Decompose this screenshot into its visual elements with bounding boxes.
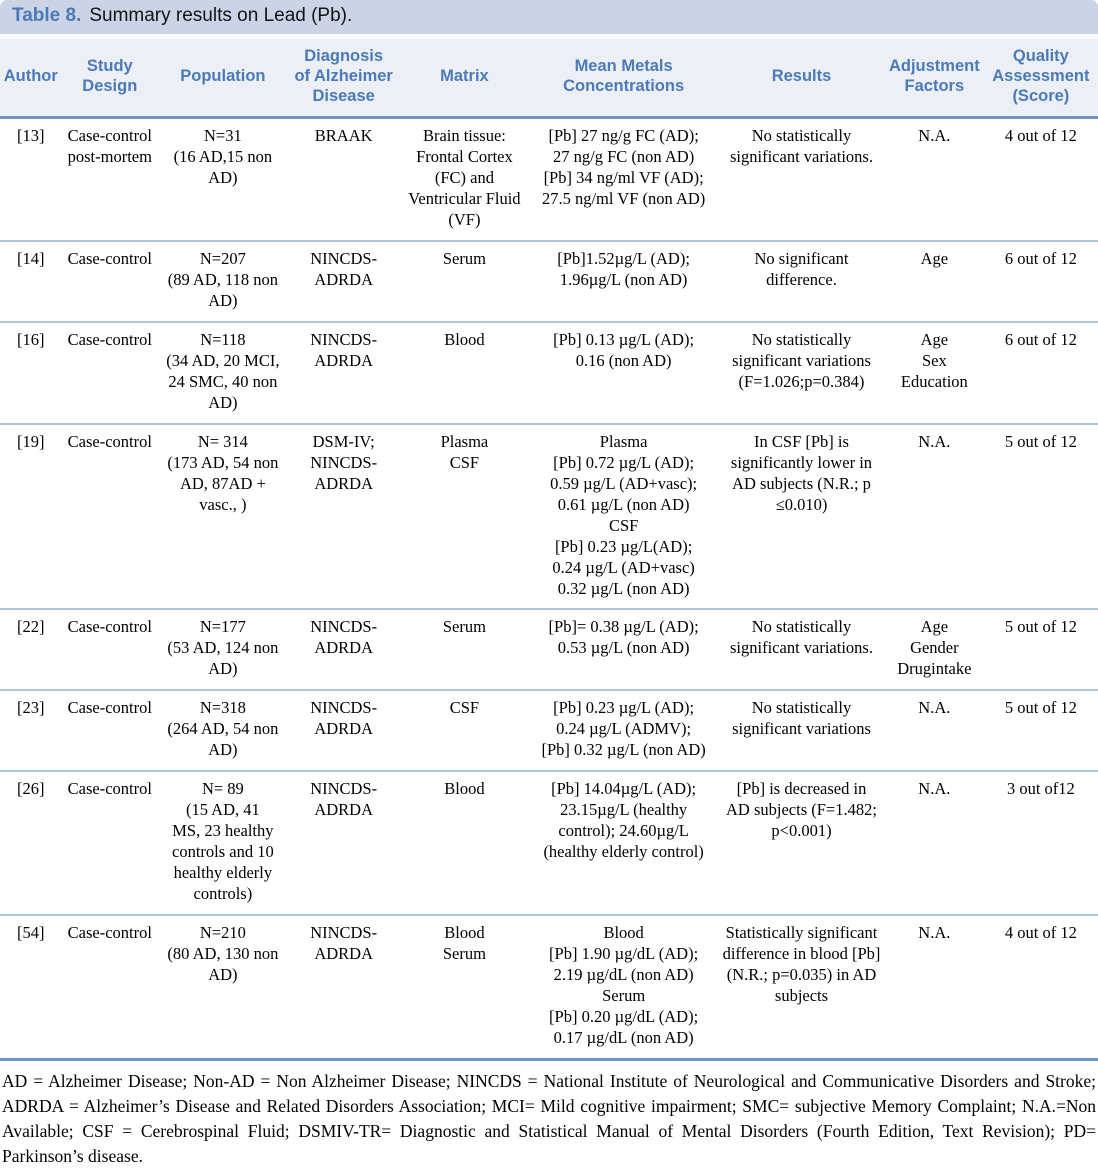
table-row: [13] Case-control post-mortem N=31 (16 A… [0, 117, 1098, 243]
cell-concentrations: [Pb] 14.04µg/L (AD); 23.15µg/L (healthy … [529, 771, 719, 916]
cell-author: [16] [0, 322, 62, 425]
header-row: Author Study Design Population Diagnosis… [0, 39, 1098, 120]
column-header-concentrations: Mean Metals Concentrations [529, 39, 719, 120]
cell-author: [14] [0, 241, 62, 324]
cell-study-design: Case-control [61, 322, 159, 425]
table-body: [13] Case-control post-mortem N=31 (16 A… [0, 117, 1098, 1061]
column-header-matrix: Matrix [399, 39, 530, 120]
column-header-results: Results [718, 39, 885, 120]
cell-population: N= 89 (15 AD, 41 MS, 23 healthy controls… [158, 771, 288, 916]
table-row: [22] Case-control N=177 (53 AD, 124 non … [0, 609, 1098, 692]
cell-matrix: Blood [399, 771, 530, 916]
cell-study-design: Case-control post-mortem [61, 117, 159, 243]
column-header-adjustment: Adjustment Factors [884, 39, 984, 120]
cell-quality: 3 out of12 [983, 771, 1098, 916]
cell-author: [13] [0, 117, 62, 243]
cell-population: N=210 (80 AD, 130 non AD) [158, 914, 288, 1061]
cell-diagnosis: NINCDS- ADRDA [287, 771, 400, 916]
cell-concentrations: [Pb] 0.13 µg/L (AD); 0.16 (non AD) [529, 322, 719, 425]
cell-quality: 4 out of 12 [983, 117, 1098, 243]
cell-diagnosis: NINCDS- ADRDA [287, 914, 400, 1061]
cell-diagnosis: NINCDS- ADRDA [287, 241, 400, 324]
cell-matrix: CSF [399, 690, 530, 773]
cell-author: [26] [0, 771, 62, 916]
table-row: [14] Case-control N=207 (89 AD, 118 non … [0, 241, 1098, 324]
table-row: [23] Case-control N=318 (264 AD, 54 non … [0, 690, 1098, 773]
cell-study-design: Case-control [61, 690, 159, 773]
cell-quality: 6 out of 12 [983, 322, 1098, 425]
cell-adjustment: N.A. [884, 771, 984, 916]
cell-study-design: Case-control [61, 423, 159, 611]
cell-author: [22] [0, 609, 62, 692]
cell-diagnosis: NINCDS- ADRDA [287, 609, 400, 692]
cell-quality: 4 out of 12 [983, 914, 1098, 1061]
cell-adjustment: N.A. [884, 690, 984, 773]
cell-diagnosis: NINCDS- ADRDA [287, 690, 400, 773]
cell-results: [Pb] is decreased in AD subjects (F=1.48… [718, 771, 885, 916]
table-footnote: AD = Alzheimer Disease; Non-AD = Non Alz… [2, 1070, 1096, 1167]
cell-diagnosis: DSM-IV; NINCDS- ADRDA [287, 423, 400, 611]
cell-concentrations: Plasma [Pb] 0.72 µg/L (AD); 0.59 µg/L (A… [529, 423, 719, 611]
cell-study-design: Case-control [61, 914, 159, 1061]
cell-matrix: Serum [399, 609, 530, 692]
cell-adjustment: Age Gender Drugintake [884, 609, 984, 692]
cell-population: N=31 (16 AD,15 non AD) [158, 117, 288, 243]
summary-table: Author Study Design Population Diagnosis… [0, 39, 1098, 1061]
cell-matrix: Plasma CSF [399, 423, 530, 611]
cell-population: N= 314 (173 AD, 54 non AD, 87AD + vasc.,… [158, 423, 288, 611]
table-header: Author Study Design Population Diagnosis… [0, 39, 1098, 120]
column-header-diagnosis: Diagnosis of Alzheimer Disease [287, 39, 400, 120]
table-title-text: Summary results on Lead (Pb). [89, 5, 353, 26]
cell-matrix: Serum [399, 241, 530, 324]
cell-results: No statistically significant variations. [718, 609, 885, 692]
cell-matrix: Blood [399, 322, 530, 425]
cell-concentrations: Blood [Pb] 1.90 µg/dL (AD); 2.19 µg/dL (… [529, 914, 719, 1061]
cell-diagnosis: NINCDS- ADRDA [287, 322, 400, 425]
cell-results: No statistically significant variations. [718, 117, 885, 243]
cell-adjustment: N.A. [884, 117, 984, 243]
cell-study-design: Case-control [61, 609, 159, 692]
cell-results: No statistically significant variations [718, 690, 885, 773]
table-row: [19] Case-control N= 314 (173 AD, 54 non… [0, 423, 1098, 611]
cell-quality: 6 out of 12 [983, 241, 1098, 324]
column-header-quality: Quality Assessment (Score) [983, 39, 1098, 120]
table-title: Table 8. Summary results on Lead (Pb). [0, 0, 1098, 34]
table-row: [54] Case-control N=210 (80 AD, 130 non … [0, 914, 1098, 1061]
cell-adjustment: N.A. [884, 423, 984, 611]
cell-population: N=177 (53 AD, 124 non AD) [158, 609, 288, 692]
cell-adjustment: Age [884, 241, 984, 324]
cell-author: [23] [0, 690, 62, 773]
cell-population: N=207 (89 AD, 118 non AD) [158, 241, 288, 324]
column-header-study-design: Study Design [61, 39, 159, 120]
cell-results: No statistically significant variations … [718, 322, 885, 425]
table-row: [26] Case-control N= 89 (15 AD, 41 MS, 2… [0, 771, 1098, 916]
cell-adjustment: N.A. [884, 914, 984, 1061]
cell-population: N=118 (34 AD, 20 MCI, 24 SMC, 40 non AD) [158, 322, 288, 425]
cell-diagnosis: BRAAK [287, 117, 400, 243]
cell-concentrations: [Pb]1.52µg/L (AD); 1.96µg/L (non AD) [529, 241, 719, 324]
cell-quality: 5 out of 12 [983, 690, 1098, 773]
cell-results: In CSF [Pb] is significantly lower in AD… [718, 423, 885, 611]
cell-matrix: Brain tissue: Frontal Cortex (FC) and Ve… [399, 117, 530, 243]
cell-study-design: Case-control [61, 241, 159, 324]
column-header-author: Author [0, 39, 62, 120]
cell-quality: 5 out of 12 [983, 423, 1098, 611]
cell-author: [54] [0, 914, 62, 1061]
cell-matrix: Blood Serum [399, 914, 530, 1061]
table-title-label: Table 8. [12, 5, 82, 26]
cell-results: No significant difference. [718, 241, 885, 324]
cell-concentrations: [Pb] 0.23 µg/L (AD); 0.24 µg/L (ADMV); [… [529, 690, 719, 773]
cell-population: N=318 (264 AD, 54 non AD) [158, 690, 288, 773]
cell-results: Statistically significant difference in … [718, 914, 885, 1061]
table-row: [16] Case-control N=118 (34 AD, 20 MCI, … [0, 322, 1098, 425]
cell-author: [19] [0, 423, 62, 611]
cell-concentrations: [Pb]= 0.38 µg/L (AD); 0.53 µg/L (non AD) [529, 609, 719, 692]
cell-quality: 5 out of 12 [983, 609, 1098, 692]
cell-concentrations: [Pb] 27 ng/g FC (AD); 27 ng/g FC (non AD… [529, 117, 719, 243]
cell-adjustment: Age Sex Education [884, 322, 984, 425]
cell-study-design: Case-control [61, 771, 159, 916]
column-header-population: Population [158, 39, 288, 120]
